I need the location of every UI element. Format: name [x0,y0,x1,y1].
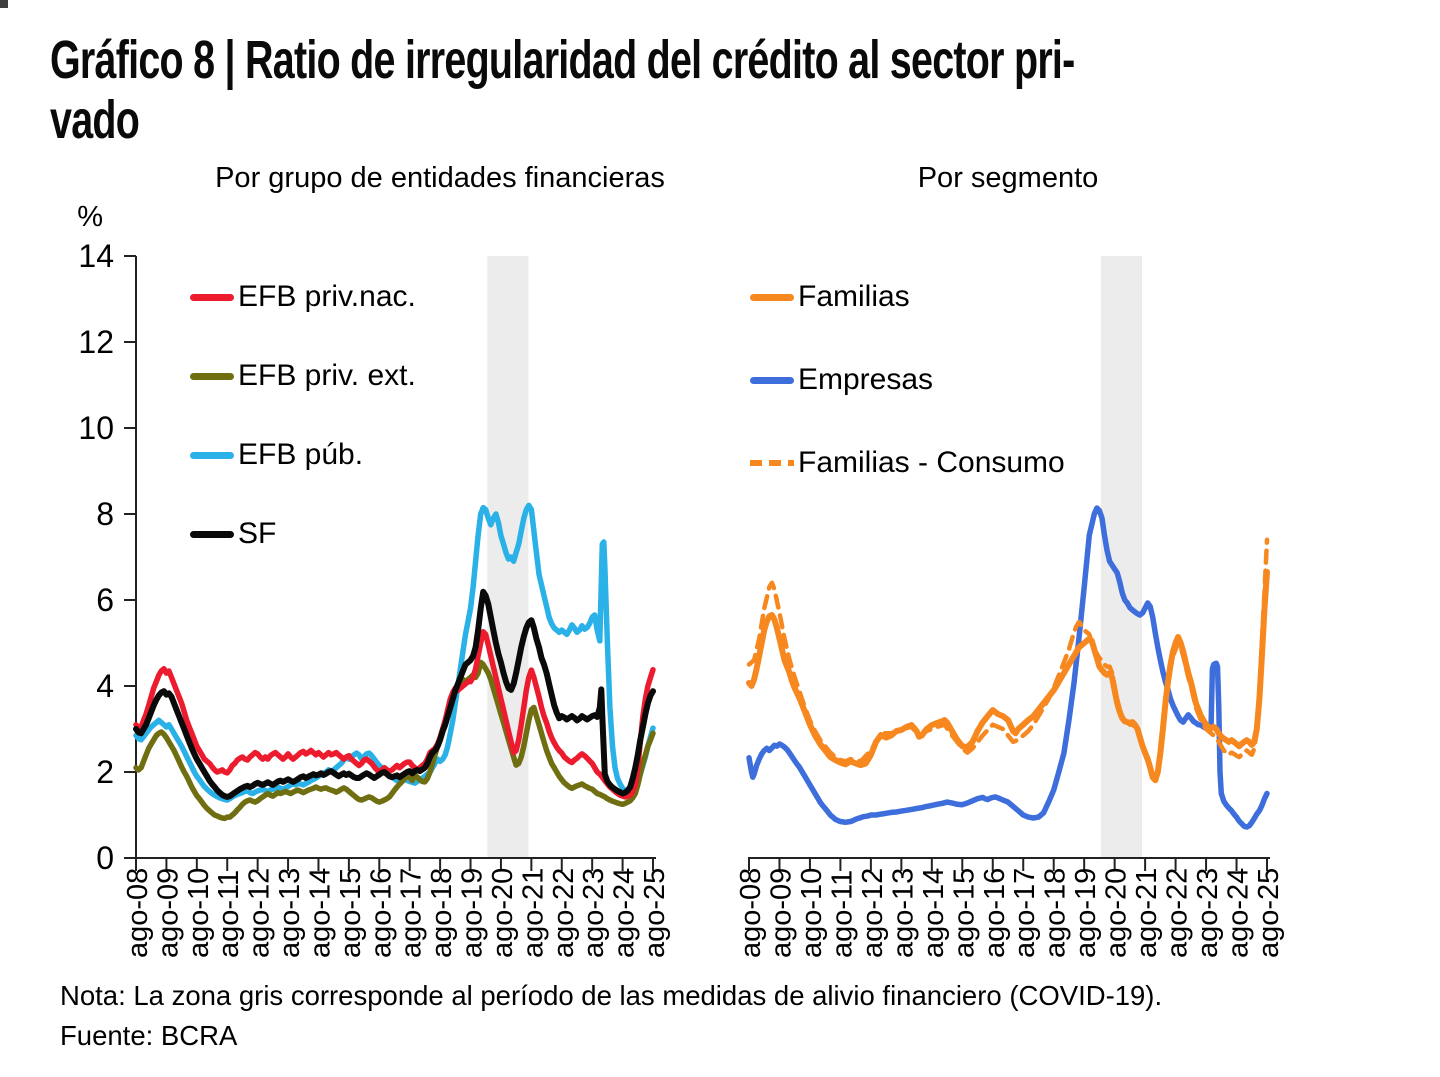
y-tick-label: 4 [96,668,114,704]
x-tick-label: ago-10 [796,868,828,958]
x-tick-label: ago-18 [1040,868,1072,958]
x-tick-label: ago-09 [152,868,184,958]
x-tick-label: ago-12 [244,868,276,958]
x-tick-label: ago-19 [457,868,489,958]
legend-label-empresas: Empresas [798,363,934,396]
legend-swatch-sf [190,530,234,538]
legend-item-empresas: Empresas [750,363,1065,397]
legend-swatch-efb-priv-nac [190,293,234,301]
y-tick-label: 14 [78,238,114,274]
legend-swatch-familias-consumo [750,460,794,466]
x-tick-label: ago-25 [1253,868,1285,958]
x-tick-label: ago-18 [426,868,458,958]
panel-por-segmento: ago-08ago-09ago-10ago-11ago-12ago-13ago-… [735,256,1285,958]
legend-swatch-familias [750,293,794,301]
x-tick-label: ago-08 [735,868,767,958]
x-tick-label: ago-15 [335,868,367,958]
legend-swatch-efb-p-b [190,451,234,459]
x-tick-label: ago-22 [548,868,580,958]
series-line-efb-priv-ext [133,659,656,822]
x-tick-label: ago-22 [1162,868,1194,958]
x-tick-label: ago-25 [639,868,671,958]
x-tick-label: ago-21 [517,868,549,958]
x-tick-label: ago-23 [578,868,610,958]
x-tick-label: ago-17 [1009,868,1041,958]
page-title-line-2: vado [50,90,140,150]
y-tick-label: 6 [96,582,114,618]
x-tick-label: ago-16 [365,868,397,958]
legend-label-familias: Familias [798,280,910,313]
x-tick-label: ago-10 [183,868,215,958]
legend-left-panel: EFB priv.nac. EFB priv. ext. EFB púb. SF [190,280,416,596]
page-title: Gráfico 8 | Ratio de irregularidad del c… [50,30,1075,150]
series-line-efb-priv-nac [133,629,656,800]
note-text: Nota: La zona gris corresponde al períod… [60,980,1163,1011]
y-tick-label: 10 [78,410,114,446]
x-tick-label: ago-20 [1101,868,1133,958]
legend-item-efb-priv-nac: EFB priv.nac. [190,280,416,314]
x-tick-label: ago-12 [857,868,889,958]
legend-right-panel: Familias Empresas Familias - Consumo [750,280,1065,529]
legend-item-sf: SF [190,517,416,551]
legend-label-efb-priv-ext: EFB priv. ext. [238,359,416,392]
x-tick-label: ago-13 [274,868,306,958]
x-tick-label: ago-17 [396,868,428,958]
legend-item-familias-consumo: Familias - Consumo [750,446,1065,480]
legend-swatch-efb-priv-ext [190,372,234,380]
x-tick-label: ago-19 [1070,868,1102,958]
panel-por-grupo: ago-08ago-09ago-10ago-11ago-12ago-13ago-… [78,238,671,958]
series-line-familias-consumo [746,537,1270,783]
screen-corner-artifact [0,0,8,8]
x-tick-label: ago-14 [918,868,950,958]
series-line-familias [746,569,1270,784]
panel-title-right: Por segmento [917,162,1099,194]
legend-item-efb-p-b: EFB púb. [190,438,416,472]
legend-label-familias-consumo: Familias - Consumo [798,446,1065,479]
legend-swatch-empresas [750,376,794,384]
y-tick-label: 12 [78,324,114,360]
series-line-efb-p-b [133,502,656,803]
legend-item-familias: Familias [750,280,1065,314]
x-tick-label: ago-16 [979,868,1011,958]
legend-label-efb-priv-nac: EFB priv.nac. [238,280,416,313]
x-tick-label: ago-24 [1223,868,1255,958]
x-tick-label: ago-14 [304,868,336,958]
x-tick-label: ago-11 [213,870,245,958]
footer-notes: Nota: La zona gris corresponde al períod… [60,976,1162,1056]
x-tick-label: ago-23 [1192,868,1224,958]
y-tick-label: 2 [96,754,114,790]
legend-item-efb-priv-ext: EFB priv. ext. [190,359,416,393]
x-tick-label: ago-24 [609,868,641,958]
y-axis-unit-label: % [77,201,103,233]
y-tick-label: 0 [96,840,114,876]
x-tick-label: ago-20 [487,868,519,958]
series-line-sf [133,588,656,800]
legend-label-efb-p-b: EFB púb. [238,438,364,471]
x-tick-label: ago-13 [887,868,919,958]
x-tick-label: ago-09 [765,868,797,958]
x-tick-label: ago-21 [1131,868,1163,958]
panel-title-left: Por grupo de entidades financieras [215,162,665,194]
x-tick-label: ago-08 [122,868,154,958]
legend-label-sf: SF [238,517,277,550]
page-title-line-1: Gráfico 8 | Ratio de irregularidad del c… [50,30,1075,90]
y-tick-label: 8 [96,496,114,532]
x-tick-label: ago-11 [826,870,858,958]
x-tick-label: ago-15 [948,868,980,958]
source-text: Fuente: BCRA [60,1020,238,1051]
